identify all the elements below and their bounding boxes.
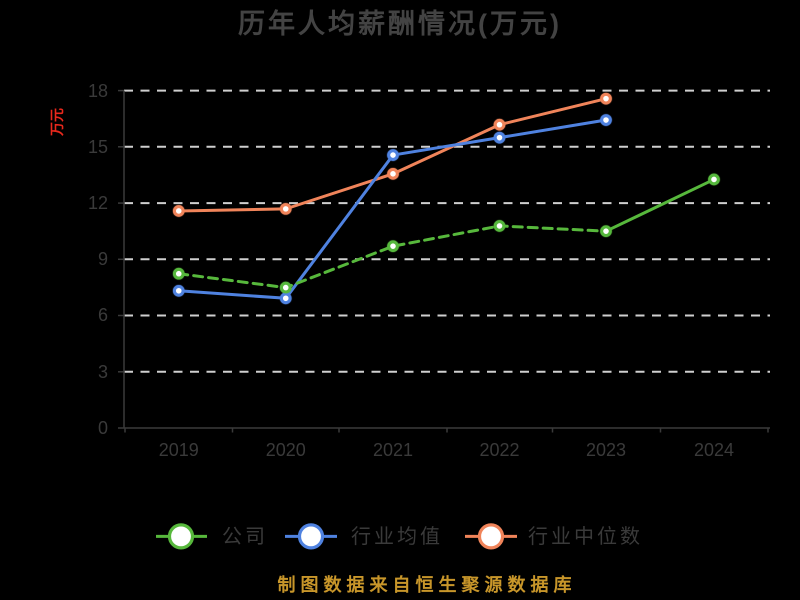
svg-text:公司: 公司 <box>222 526 268 548</box>
svg-text:0: 0 <box>98 418 108 438</box>
svg-text:2024: 2024 <box>694 440 734 460</box>
svg-text:12: 12 <box>88 193 108 213</box>
svg-text:18: 18 <box>88 81 108 101</box>
svg-text:行业中位数: 行业中位数 <box>528 525 643 548</box>
svg-text:2021: 2021 <box>373 440 413 460</box>
svg-text:万元: 万元 <box>49 108 65 137</box>
svg-text:2023: 2023 <box>586 440 626 460</box>
svg-text:制图数据来自恒生聚源数据库: 制图数据来自恒生聚源数据库 <box>278 574 577 595</box>
svg-text:历年人均薪酬情况(万元): 历年人均薪酬情况(万元) <box>238 8 562 39</box>
svg-text:9: 9 <box>98 249 108 269</box>
svg-text:3: 3 <box>98 362 108 382</box>
svg-text:2019: 2019 <box>159 440 199 460</box>
svg-text:15: 15 <box>88 137 108 157</box>
svg-text:6: 6 <box>98 305 108 325</box>
svg-text:行业均值: 行业均值 <box>351 525 443 548</box>
svg-text:2020: 2020 <box>266 440 306 460</box>
svg-text:2022: 2022 <box>479 440 519 460</box>
